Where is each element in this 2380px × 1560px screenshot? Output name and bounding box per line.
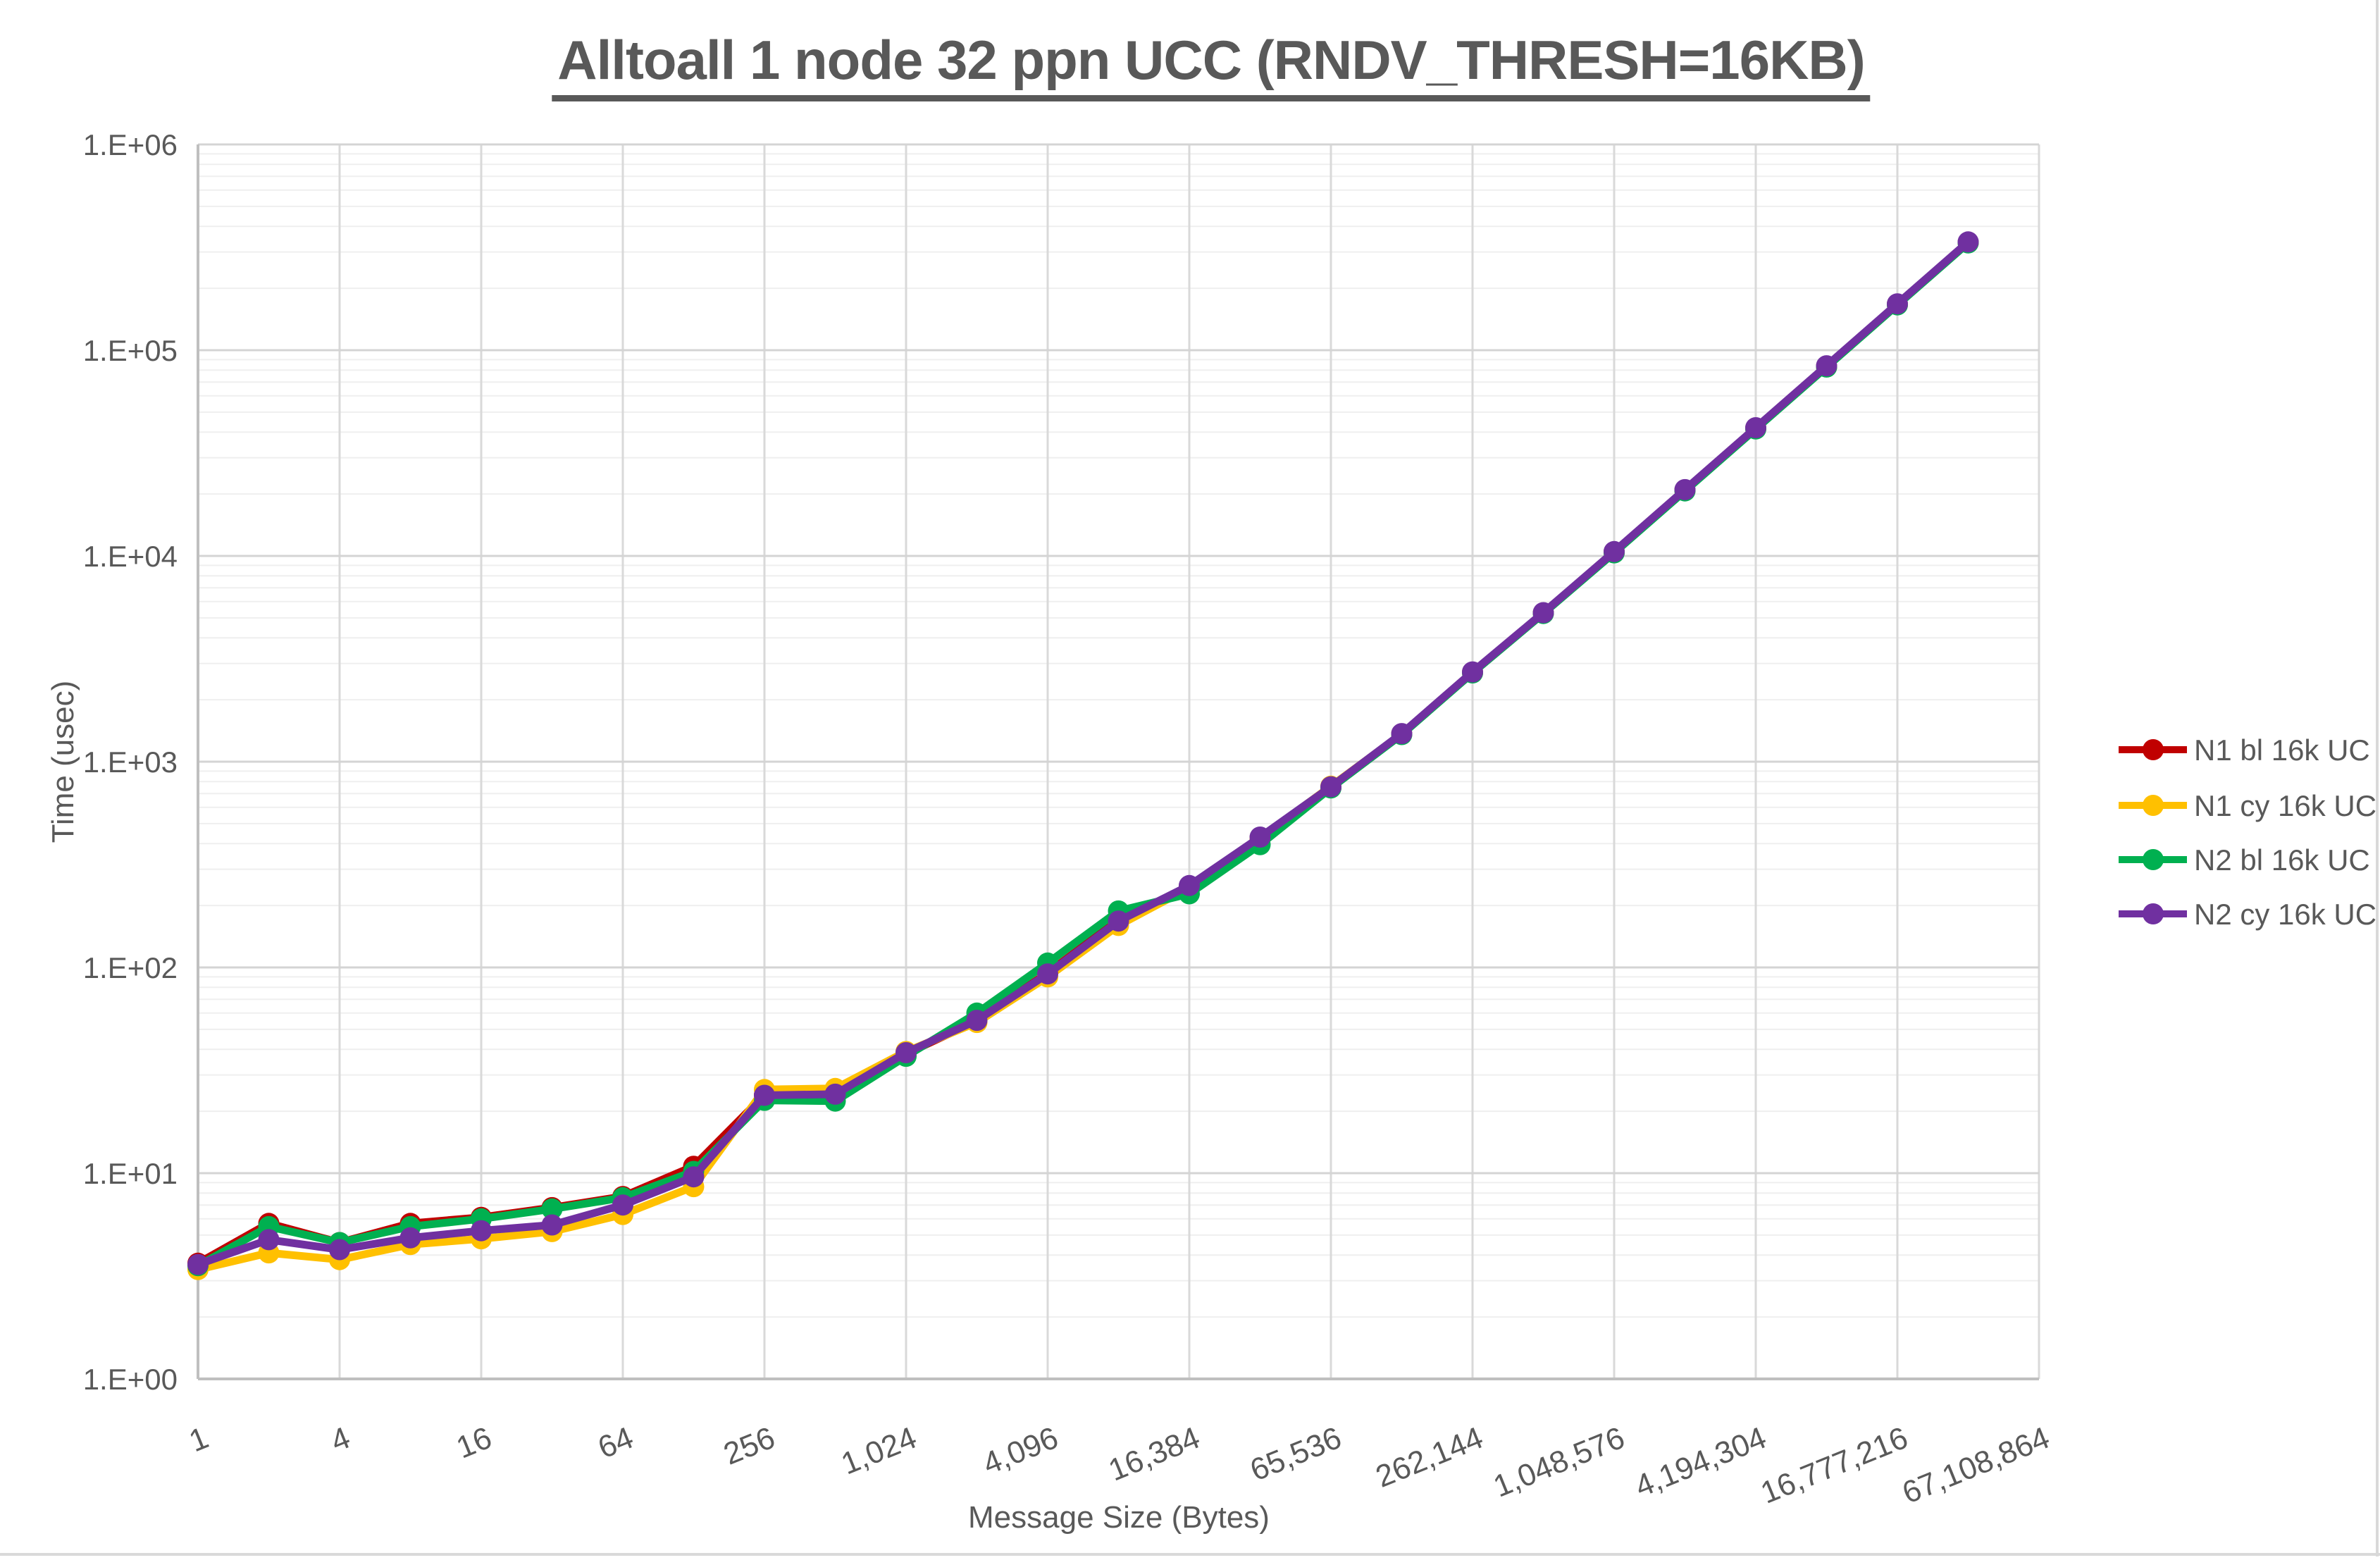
x-tick-label: 65,536 bbox=[1246, 1420, 1346, 1488]
y-tick-label: 1.E+02 bbox=[83, 951, 178, 984]
series-line-N1-cy-16k-UC bbox=[194, 238, 1972, 1274]
data-point bbox=[824, 1083, 846, 1105]
y-tick-label: 1.E+01 bbox=[83, 1157, 178, 1190]
data-point bbox=[754, 1084, 775, 1106]
data-point bbox=[399, 1227, 421, 1249]
data-point bbox=[683, 1166, 705, 1188]
chart-title: Alltoall 1 node 32 ppn UCC (RNDV_THRESH=… bbox=[552, 28, 1871, 101]
x-tick-label: 16,777,216 bbox=[1756, 1420, 1913, 1511]
x-tick-label: 64 bbox=[593, 1420, 638, 1466]
data-point bbox=[1037, 963, 1058, 985]
data-point bbox=[329, 1239, 350, 1261]
data-point bbox=[1320, 776, 1341, 798]
legend-marker-dot bbox=[2143, 795, 2164, 816]
x-tick-label: 1 bbox=[185, 1420, 213, 1459]
data-point bbox=[541, 1198, 563, 1220]
x-tick-label: 16 bbox=[452, 1420, 497, 1466]
y-tick-label: 1.E+05 bbox=[83, 334, 178, 367]
data-point bbox=[1108, 910, 1129, 932]
data-point bbox=[1532, 602, 1554, 624]
legend-label: N1 bl 16k UC bbox=[2194, 733, 2370, 767]
x-tick-label: 4 bbox=[326, 1420, 355, 1459]
x-tick-label: 4,194,304 bbox=[1630, 1420, 1771, 1504]
y-tick-label: 1.E+03 bbox=[83, 745, 178, 779]
y-axis-title: Time (usec) bbox=[46, 681, 80, 843]
legend-marker-dot bbox=[2143, 849, 2164, 870]
y-tick-label: 1.E+00 bbox=[83, 1363, 178, 1396]
legend-item-N1-cy-16k-UC: N1 cy 16k UC bbox=[2119, 789, 2376, 822]
y-tick-label: 1.E+04 bbox=[83, 540, 178, 573]
data-point bbox=[895, 1042, 917, 1063]
data-point bbox=[1604, 540, 1625, 562]
legend-item-N2-cy-16k-UC: N2 cy 16k UC bbox=[2119, 898, 2376, 931]
x-tick-label: 1,048,576 bbox=[1489, 1420, 1630, 1504]
data-point bbox=[187, 1253, 209, 1275]
legend-marker-dot bbox=[2143, 903, 2164, 924]
data-point bbox=[1957, 231, 1979, 253]
legend-label: N2 cy 16k UC bbox=[2194, 898, 2376, 931]
series-line-N2-cy-16k-UC bbox=[194, 237, 1972, 1269]
x-tick-label: 256 bbox=[719, 1420, 779, 1472]
y-tick-label: 1.E+06 bbox=[83, 128, 178, 161]
legend-label: N1 cy 16k UC bbox=[2194, 789, 2376, 822]
data-point bbox=[471, 1220, 492, 1242]
data-point bbox=[258, 1229, 280, 1251]
x-tick-label: 1,024 bbox=[836, 1420, 921, 1482]
legend-label: N2 bl 16k UC bbox=[2194, 843, 2370, 877]
data-point bbox=[1391, 723, 1413, 745]
data-point bbox=[541, 1214, 563, 1236]
data-point bbox=[1816, 355, 1837, 377]
data-point bbox=[612, 1194, 633, 1216]
x-tick-label: 16,384 bbox=[1104, 1420, 1205, 1488]
data-point bbox=[1887, 293, 1908, 315]
data-point bbox=[1745, 417, 1766, 438]
x-tick-label: 4,096 bbox=[978, 1420, 1062, 1482]
x-tick-label: 262,144 bbox=[1371, 1420, 1488, 1494]
x-tick-label: 67,108,864 bbox=[1897, 1420, 2054, 1511]
data-point bbox=[1462, 661, 1483, 683]
data-point bbox=[1249, 827, 1271, 848]
x-axis-title: Message Size (Bytes) bbox=[968, 1500, 1270, 1535]
legend-marker-dot bbox=[2143, 739, 2164, 760]
data-point bbox=[966, 1010, 988, 1032]
legend-item-N2-bl-16k-UC: N2 bl 16k UC bbox=[2119, 843, 2370, 877]
data-point bbox=[1674, 478, 1696, 500]
data-point bbox=[1179, 874, 1200, 896]
legend-item-N1-bl-16k-UC: N1 bl 16k UC bbox=[2119, 733, 2370, 767]
